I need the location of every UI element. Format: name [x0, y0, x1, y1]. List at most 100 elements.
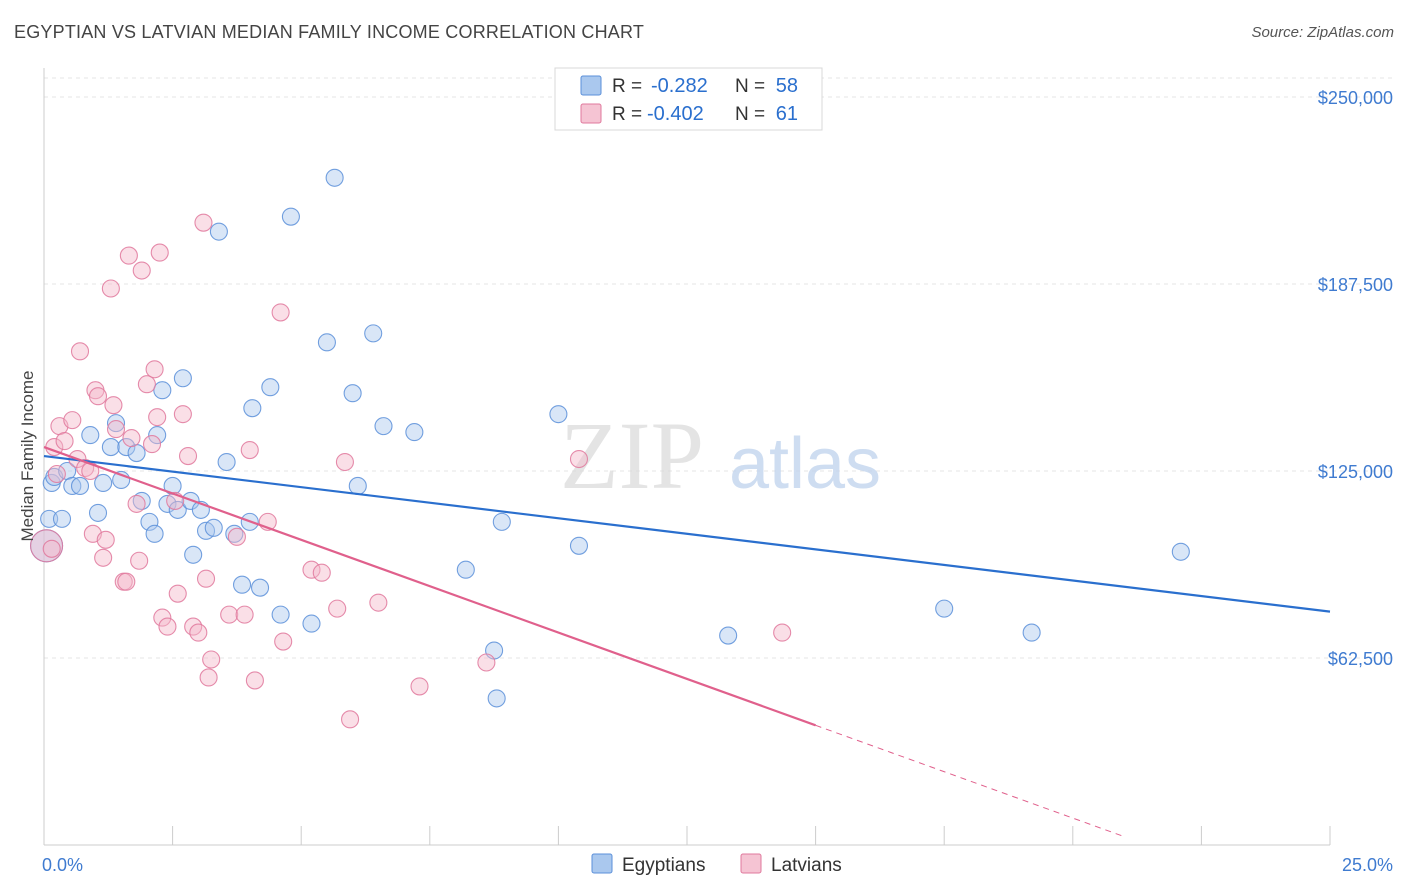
- point-latvians-49: [274, 632, 293, 651]
- point-latvians-0: [30, 529, 64, 563]
- point-egyptians-55: [935, 599, 954, 618]
- point-latvians-60: [42, 539, 61, 558]
- point-latvians-34: [173, 405, 192, 424]
- legend-n-label-1: N =: [735, 76, 765, 97]
- trend-line-egyptians: [43, 454, 1331, 613]
- y-tick-labels: $62,500 $125,000 $187,500 $250,000: [1318, 88, 1393, 669]
- point-egyptians-54: [719, 626, 738, 645]
- point-latvians-36: [184, 617, 203, 636]
- point-egyptians-6: [63, 476, 82, 496]
- point-latvians-5: [63, 411, 82, 430]
- point-latvians-25: [137, 375, 156, 394]
- legend-r-label-1: R =: [612, 76, 642, 97]
- point-egyptians-45: [364, 324, 383, 343]
- point-latvians-30: [153, 608, 172, 627]
- point-latvians-58: [569, 449, 589, 469]
- point-latvians-2: [47, 464, 66, 484]
- x-tick-label-max: 25.0%: [1342, 855, 1393, 875]
- point-latvians-13: [94, 548, 113, 567]
- point-latvians-37: [189, 623, 208, 642]
- point-egyptians-57: [1171, 542, 1190, 561]
- point-egyptians-41: [317, 333, 336, 352]
- point-latvians-45: [240, 441, 259, 460]
- point-egyptians-35: [243, 399, 262, 418]
- point-egyptians-56: [1022, 623, 1041, 642]
- point-latvians-38: [194, 213, 213, 232]
- y-tick-label-3: $250,000: [1318, 88, 1393, 108]
- point-latvians-23: [130, 551, 149, 570]
- point-latvians-16: [104, 396, 123, 415]
- point-egyptians-14: [117, 438, 136, 457]
- point-latvians-53: [335, 452, 354, 472]
- series-legend-swatch-egyptians: [591, 853, 613, 874]
- point-egyptians-36: [250, 578, 270, 597]
- chart-title: EGYPTIAN VS LATVIAN MEDIAN FAMILY INCOME…: [14, 22, 645, 42]
- point-latvians-27: [145, 360, 164, 379]
- legend-swatch-latvians: [580, 103, 602, 124]
- point-latvians-46: [245, 671, 264, 690]
- point-egyptians-46: [374, 417, 393, 436]
- point-latvians-19: [117, 572, 136, 591]
- point-latvians-56: [410, 677, 429, 696]
- series-legend-swatch-latvians: [740, 853, 762, 874]
- point-latvians-57: [477, 653, 496, 672]
- point-egyptians-7: [70, 476, 90, 496]
- legend-n-label-2: N =: [735, 104, 765, 125]
- point-latvians-54: [341, 710, 360, 729]
- y-tick-label-1: $125,000: [1318, 462, 1393, 482]
- point-latvians-39: [196, 569, 216, 588]
- point-latvians-28: [148, 408, 167, 427]
- point-egyptians-33: [232, 575, 252, 594]
- point-egyptians-32: [225, 524, 244, 543]
- point-egyptians-42: [325, 168, 344, 187]
- y-tick-label-2: $187,500: [1318, 275, 1393, 295]
- point-latvians-44: [235, 605, 254, 624]
- legend-n-value-2: 61: [776, 103, 798, 125]
- point-egyptians-26: [184, 545, 203, 564]
- chart-source: Source: ZipAtlas.com: [1251, 24, 1394, 41]
- point-latvians-55: [369, 593, 388, 612]
- point-egyptians-11: [101, 438, 120, 457]
- point-egyptians-43: [343, 384, 362, 403]
- point-egyptians-50: [487, 689, 506, 708]
- point-latvians-4: [55, 432, 74, 451]
- point-egyptians-40: [302, 614, 321, 633]
- point-latvians-59: [773, 623, 792, 642]
- point-latvians-7: [70, 342, 90, 361]
- point-latvians-12: [88, 387, 108, 406]
- stats-legend: R = -0.282 N = 58 R = -0.402 N = 61: [554, 67, 823, 131]
- point-latvians-35: [178, 446, 198, 466]
- series-legend: Egyptians Latvians: [591, 853, 842, 876]
- point-egyptians-18: [145, 524, 164, 543]
- x-tick-label-min: 0.0%: [42, 855, 83, 875]
- point-egyptians-4: [52, 509, 72, 528]
- point-egyptians-52: [549, 405, 568, 424]
- point-latvians-52: [328, 599, 347, 618]
- trend-line-latvians-extension: [815, 724, 1125, 838]
- data-points: [30, 168, 1190, 729]
- point-latvians-17: [106, 420, 126, 439]
- point-egyptians-20: [153, 381, 172, 400]
- trend-lines: [43, 446, 1331, 838]
- point-egyptians-31: [217, 452, 236, 472]
- point-egyptians-37: [261, 378, 280, 397]
- watermark: ZIP atlas: [560, 402, 881, 509]
- point-egyptians-44: [348, 476, 367, 496]
- point-egyptians-47: [405, 423, 424, 442]
- point-egyptians-51: [492, 512, 511, 531]
- point-latvians-48: [271, 303, 290, 322]
- point-latvians-51: [312, 563, 331, 582]
- legend-swatch-egyptians: [580, 75, 602, 96]
- point-latvians-42: [220, 605, 239, 624]
- point-egyptians-48: [456, 560, 475, 579]
- point-latvians-31: [158, 617, 177, 636]
- legend-r-label-2: R =: [612, 104, 642, 125]
- y-axis-label: Median Family Income: [18, 370, 37, 541]
- point-latvians-29: [150, 243, 169, 262]
- point-egyptians-38: [271, 605, 290, 624]
- point-egyptians-30: [209, 222, 228, 241]
- point-egyptians-39: [281, 207, 300, 226]
- series-legend-egyptians: Egyptians: [622, 855, 705, 876]
- point-egyptians-16: [132, 491, 151, 510]
